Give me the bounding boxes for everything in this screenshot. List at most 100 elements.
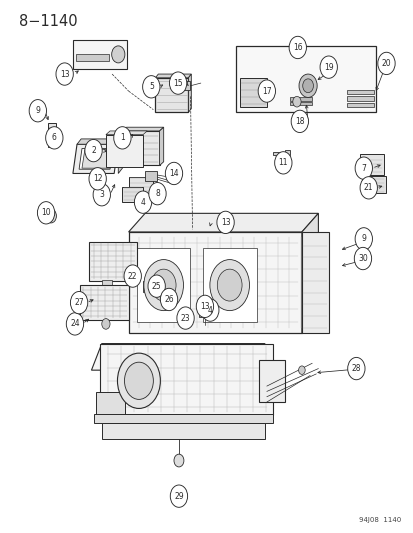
Text: 30: 30 (357, 254, 367, 263)
Circle shape (258, 80, 275, 102)
Circle shape (354, 247, 371, 270)
Text: 23: 23 (180, 313, 190, 322)
Polygon shape (188, 74, 191, 112)
Text: 15: 15 (173, 78, 183, 87)
Circle shape (217, 269, 242, 301)
Polygon shape (77, 139, 122, 144)
Polygon shape (73, 144, 118, 173)
Polygon shape (122, 127, 163, 131)
Text: 11: 11 (278, 158, 287, 167)
Circle shape (29, 100, 46, 122)
Polygon shape (118, 139, 122, 173)
Text: 5: 5 (149, 82, 153, 91)
Text: 7: 7 (361, 164, 366, 173)
Text: 12: 12 (93, 174, 102, 183)
Polygon shape (272, 150, 289, 155)
Bar (359, 155, 383, 174)
Bar (258, 360, 285, 402)
Bar (289, 102, 311, 106)
Circle shape (124, 362, 153, 399)
Text: 1: 1 (120, 133, 124, 142)
Text: 14: 14 (169, 169, 178, 178)
Polygon shape (301, 213, 318, 333)
Circle shape (290, 110, 308, 133)
Circle shape (124, 265, 141, 287)
Circle shape (298, 366, 304, 374)
Circle shape (45, 127, 63, 149)
Circle shape (165, 163, 182, 184)
Text: 27: 27 (74, 298, 84, 307)
Polygon shape (240, 78, 266, 107)
Polygon shape (122, 131, 159, 165)
Bar (347, 90, 373, 94)
Circle shape (176, 307, 194, 329)
Polygon shape (155, 78, 188, 112)
Circle shape (201, 299, 218, 321)
Text: 19: 19 (323, 63, 333, 71)
Circle shape (37, 201, 55, 224)
Text: 16: 16 (292, 43, 302, 52)
Circle shape (288, 36, 306, 59)
Circle shape (117, 353, 160, 408)
Bar (89, 241, 137, 281)
Polygon shape (128, 177, 153, 193)
Bar (137, 248, 190, 322)
Circle shape (66, 313, 83, 335)
Bar (93, 414, 272, 423)
Circle shape (102, 319, 110, 329)
Text: 28: 28 (351, 364, 360, 373)
Text: 8−1140: 8−1140 (19, 14, 78, 29)
Polygon shape (91, 344, 274, 370)
Bar (80, 285, 128, 320)
Bar (361, 176, 385, 193)
Text: 6: 6 (52, 133, 57, 142)
Bar (76, 54, 109, 61)
Circle shape (56, 63, 73, 85)
Circle shape (144, 260, 183, 311)
Bar (301, 232, 328, 333)
Bar (347, 103, 373, 107)
Text: 22: 22 (128, 272, 137, 280)
Circle shape (142, 76, 159, 98)
Circle shape (112, 46, 125, 63)
Circle shape (377, 52, 394, 75)
Text: 26: 26 (164, 295, 173, 304)
Polygon shape (159, 127, 163, 165)
Circle shape (354, 228, 372, 250)
Text: 20: 20 (381, 59, 390, 68)
Circle shape (147, 275, 165, 297)
Text: 9: 9 (35, 106, 40, 115)
Circle shape (354, 157, 372, 179)
Polygon shape (122, 187, 143, 201)
Bar (73, 39, 126, 69)
Text: 9: 9 (361, 235, 366, 244)
Polygon shape (198, 309, 211, 317)
Text: 25: 25 (152, 281, 161, 290)
Circle shape (89, 167, 106, 190)
Text: 4: 4 (140, 198, 145, 207)
Circle shape (196, 295, 213, 318)
Polygon shape (155, 74, 191, 78)
Circle shape (169, 72, 186, 94)
Text: 29: 29 (174, 491, 183, 500)
Text: 18: 18 (294, 117, 304, 126)
Polygon shape (145, 171, 157, 181)
Circle shape (319, 56, 337, 78)
Circle shape (274, 152, 291, 174)
Polygon shape (79, 149, 113, 169)
Text: 3: 3 (99, 190, 104, 199)
Circle shape (70, 292, 88, 314)
Circle shape (148, 182, 166, 205)
Bar (100, 344, 272, 415)
Circle shape (93, 183, 110, 206)
Circle shape (359, 176, 377, 199)
Bar (347, 96, 373, 101)
Bar (96, 392, 125, 416)
Text: 13: 13 (199, 302, 209, 311)
Polygon shape (106, 131, 147, 135)
Circle shape (302, 79, 313, 93)
Circle shape (347, 358, 364, 379)
Bar (102, 423, 264, 439)
Text: 21: 21 (363, 183, 373, 192)
Circle shape (151, 269, 176, 301)
